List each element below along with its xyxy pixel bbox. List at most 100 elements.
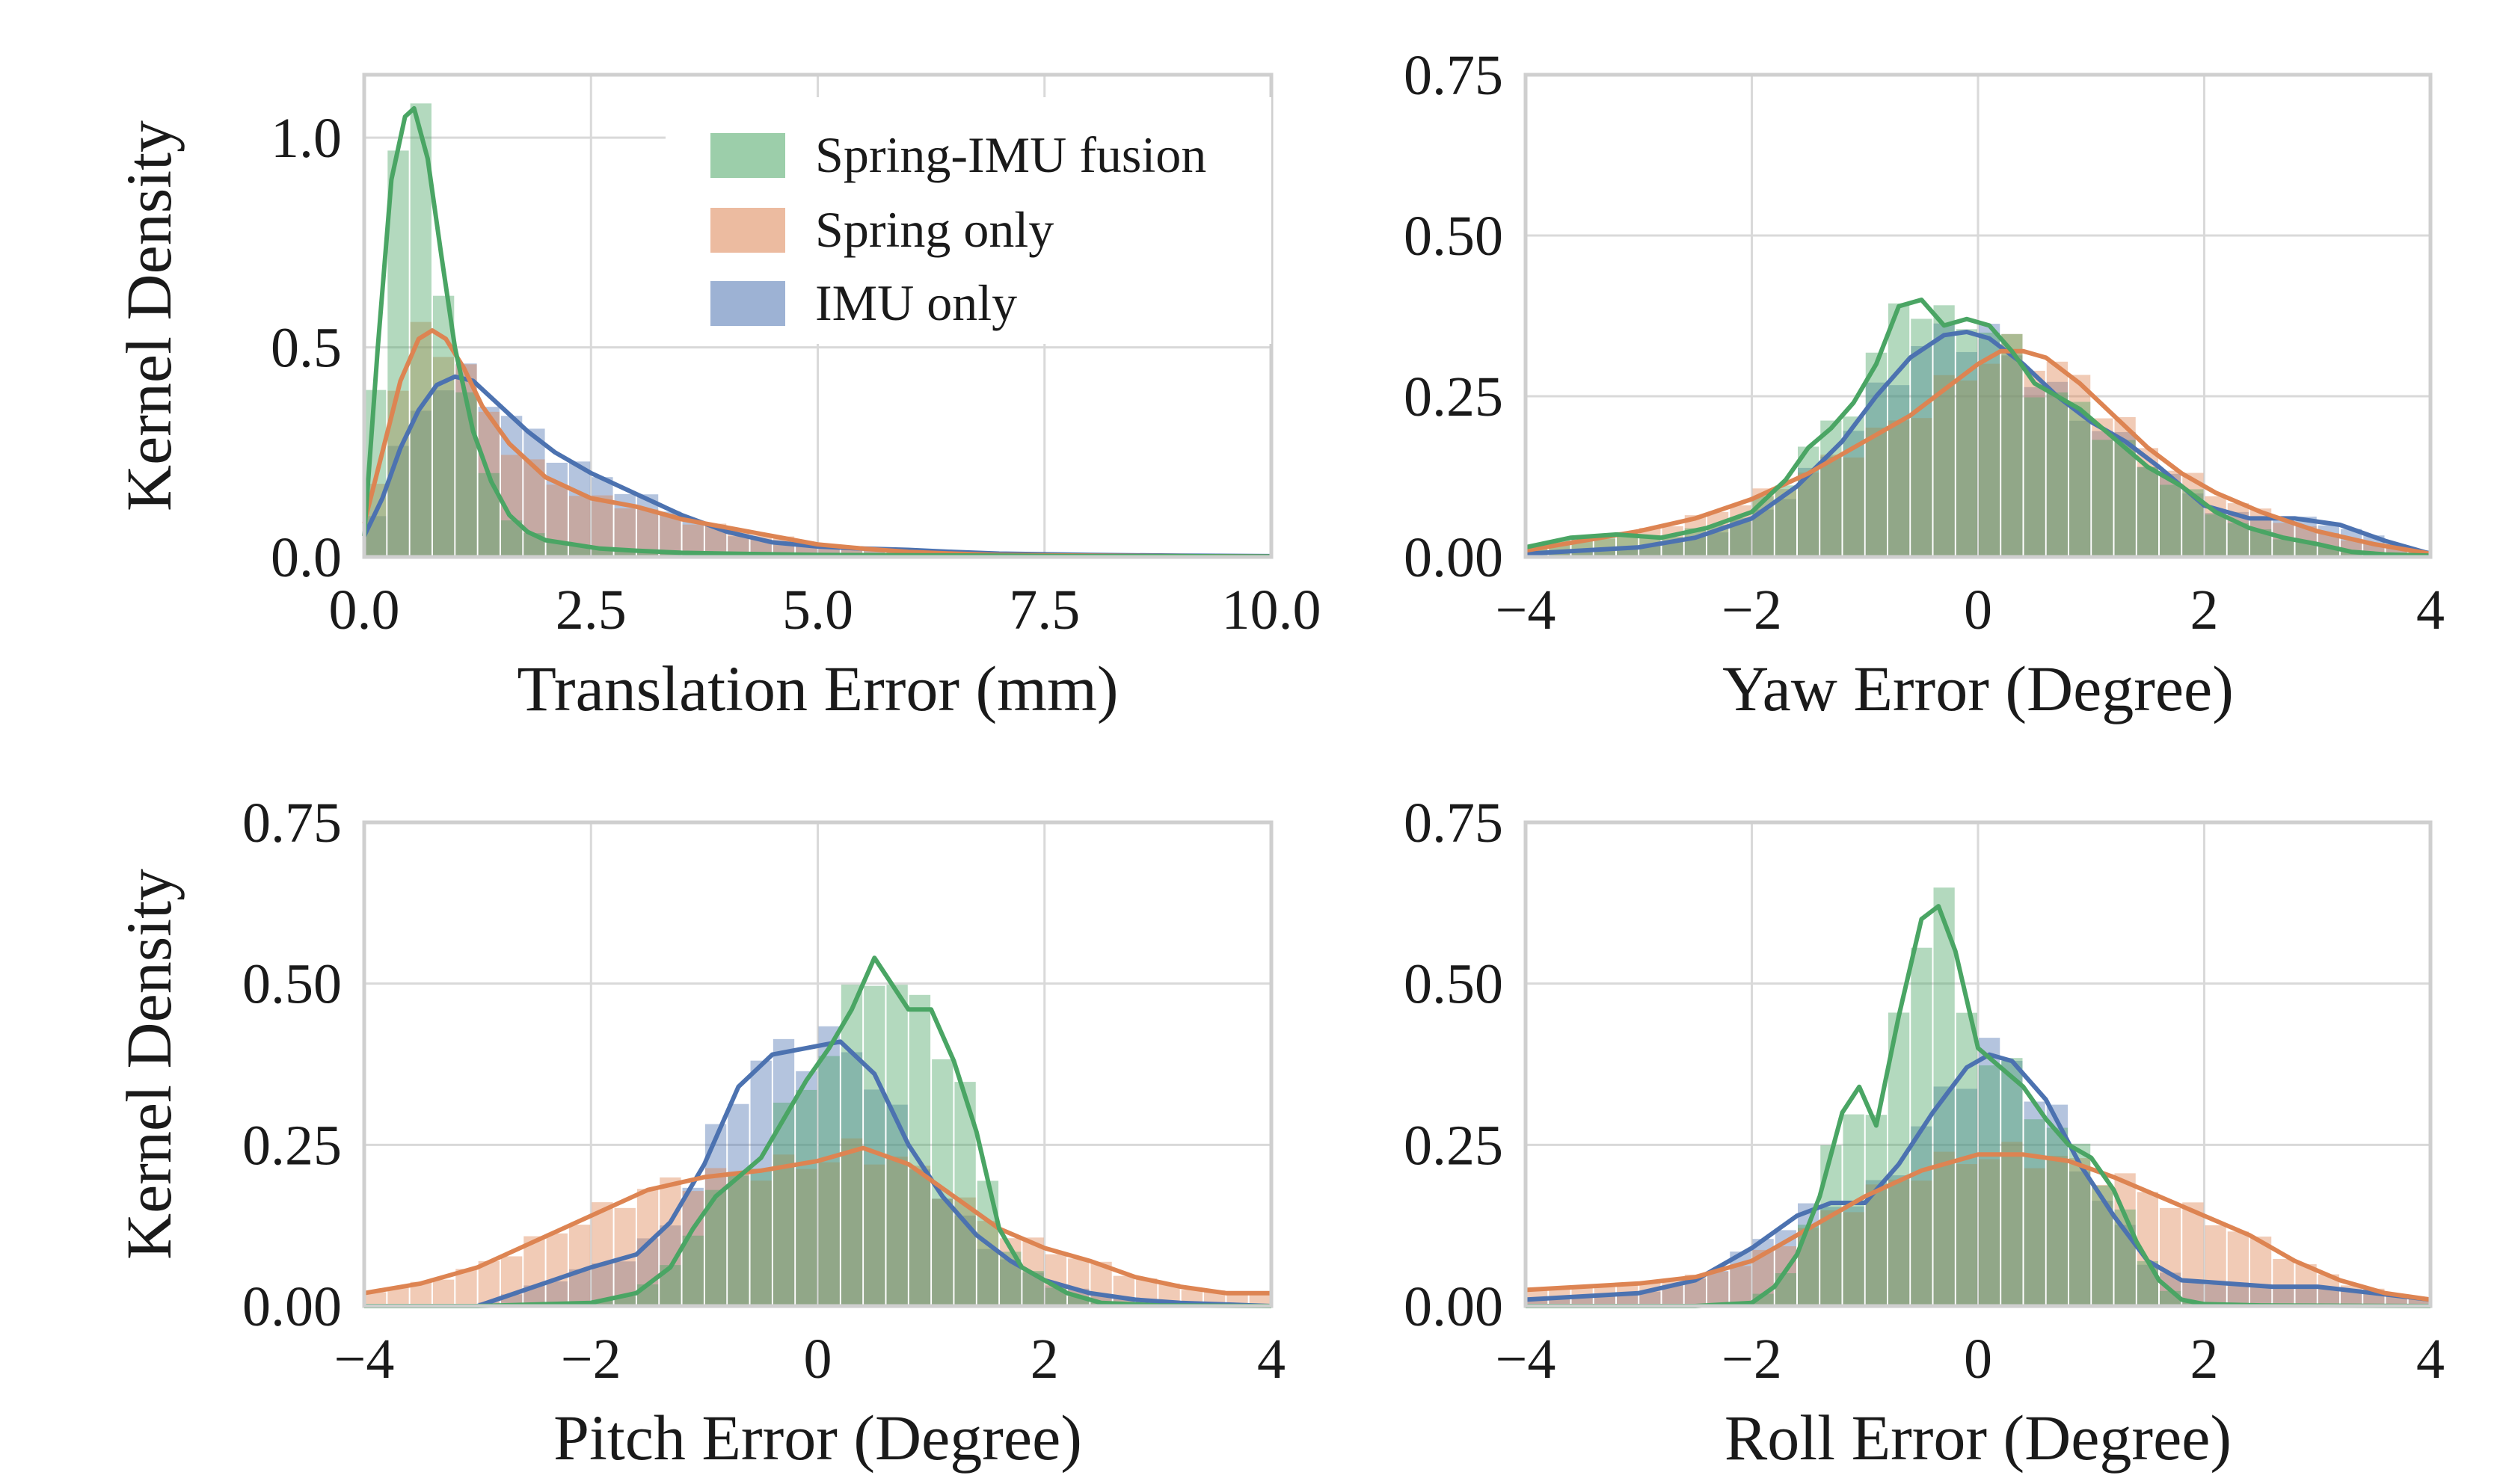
- histogram-bar: [682, 1191, 704, 1306]
- histogram-bar: [2318, 1289, 2339, 1306]
- histogram-bar: [2250, 519, 2272, 557]
- histogram-bar: [568, 461, 591, 557]
- histogram-bar: [410, 321, 432, 557]
- x-axis-title: Yaw Error (Degree): [1722, 653, 2234, 724]
- kde-line-spring: [1525, 1152, 2431, 1302]
- x-tick-label: −4: [1496, 579, 1556, 641]
- histogram-bar: [977, 1249, 999, 1306]
- histogram-bar: [1933, 375, 1955, 557]
- histogram-bar: [2295, 541, 2317, 557]
- histogram-bar: [1911, 418, 1932, 557]
- x-tick-label: −4: [334, 1328, 395, 1391]
- histogram-bar: [410, 410, 432, 557]
- y-tick-label: 0.25: [1404, 366, 1503, 428]
- histogram-bar: [1775, 499, 1796, 557]
- x-tick-label: 5.0: [782, 579, 853, 641]
- histogram-bar: [909, 1169, 931, 1306]
- histogram-bar: [841, 1052, 863, 1306]
- legend-swatch-imu: [710, 281, 785, 326]
- histogram-bar: [909, 1166, 931, 1306]
- histogram-bar: [2001, 355, 2023, 557]
- y-tick-label: 1.0: [271, 107, 342, 170]
- histogram-bar: [2001, 333, 2023, 557]
- histogram-bar: [1933, 305, 1955, 557]
- histogram-fusion: [523, 985, 1135, 1306]
- x-tick-label: 0: [1964, 1328, 1992, 1391]
- roll-error-panel: −4 −2 0 2 4 0.00 0.25 0.50 0.75 Roll Error (Degre…: [1404, 792, 2445, 1474]
- histogram-bar: [750, 1060, 772, 1306]
- histogram-bar: [2069, 420, 2091, 557]
- histogram-bar: [1865, 1184, 1887, 1306]
- histogram-bar: [1888, 303, 1910, 557]
- pitch-error-panel: −4 −2 0 2 4 0.00 0.25 0.50 0.75 Pitch Error (Degr…: [113, 792, 1286, 1474]
- histogram-bar: [1571, 1296, 1593, 1306]
- histogram-bar: [2001, 1058, 2023, 1306]
- histogram-bar: [796, 1071, 817, 1306]
- histogram-bar: [864, 1164, 885, 1306]
- histogram-bar: [2273, 1287, 2294, 1306]
- kde-line-fusion: [364, 955, 1272, 1308]
- histogram-bar: [1911, 345, 1932, 557]
- histogram-bar: [1843, 416, 1864, 557]
- x-tick-label: −2: [1722, 579, 1782, 641]
- histogram-bar: [1979, 363, 2000, 557]
- histogram-bar: [1820, 1207, 1842, 1306]
- histogram-bar: [546, 542, 568, 557]
- legend-label-imu: IMU only: [815, 274, 1017, 331]
- histogram-bar: [1888, 1012, 1910, 1306]
- histogram-bar: [2408, 1298, 2430, 1306]
- histogram-bar: [2024, 1101, 2045, 1306]
- histogram-bar: [614, 550, 636, 557]
- histogram-bar: [2092, 1201, 2113, 1306]
- x-tick-label: 4: [2416, 1328, 2445, 1391]
- y-tick-label: 0.25: [1404, 1114, 1503, 1177]
- x-tick-label: 10.0: [1222, 579, 1321, 641]
- histogram-bar: [932, 1198, 953, 1306]
- histogram-bar: [1865, 1115, 1887, 1306]
- x-tick-label: 2.5: [556, 579, 627, 641]
- histogram-bar: [1730, 1266, 1751, 1306]
- histogram-bar: [2137, 1260, 2158, 1306]
- histogram-bar: [1798, 1225, 1819, 1306]
- y-tick-label: 0.50: [1404, 205, 1503, 268]
- histogram-bar: [1979, 1065, 2000, 1306]
- histogram-bar: [2046, 392, 2068, 557]
- kde-line-imu: [1525, 1052, 2431, 1302]
- histogram-bar: [1594, 549, 1615, 557]
- histogram-bar: [2250, 1237, 2272, 1306]
- histogram-bar: [2024, 1119, 2045, 1306]
- histogram-bar: [773, 1154, 795, 1306]
- kde-line-imu: [1525, 330, 2431, 556]
- histogram-bar: [660, 1177, 681, 1306]
- histogram-bar: [432, 357, 455, 557]
- histogram-bar: [2205, 513, 2226, 557]
- histogram-bar: [478, 407, 500, 557]
- x-tick-label: 0: [1964, 579, 1992, 641]
- histogram-bar: [682, 1187, 704, 1306]
- y-tick-label: 0.00: [1404, 1275, 1503, 1338]
- legend-label-spring: Spring only: [815, 201, 1054, 258]
- x-tick-label: 0: [804, 1328, 832, 1391]
- kde-line-spring: [363, 1145, 1271, 1296]
- histogram-bar: [592, 477, 613, 557]
- y-tick-label: 0.00: [1404, 526, 1503, 589]
- x-axis-title: Roll Error (Degree): [1725, 1402, 2232, 1474]
- histogram-bar: [1526, 1299, 1548, 1306]
- histogram-imu: [1526, 1038, 2430, 1306]
- histogram-bar: [2205, 1225, 2226, 1306]
- y-tick-label: 0.75: [1404, 44, 1503, 107]
- histogram-bar: [2024, 1168, 2045, 1306]
- histogram-spring: [1526, 333, 2430, 557]
- histogram-bar: [728, 1175, 749, 1306]
- histogram-bar: [1549, 551, 1570, 557]
- histogram-bar: [1843, 1206, 1864, 1306]
- histogram-bar: [1594, 1296, 1615, 1306]
- histogram-bar: [864, 1089, 885, 1306]
- histogram-bar: [2114, 440, 2136, 557]
- histogram-bar: [1911, 318, 1932, 557]
- histogram-bar: [886, 1157, 908, 1306]
- x-tick-label: 0.0: [329, 579, 400, 641]
- histogram-bar: [682, 1235, 704, 1306]
- histogram-bar: [387, 446, 409, 557]
